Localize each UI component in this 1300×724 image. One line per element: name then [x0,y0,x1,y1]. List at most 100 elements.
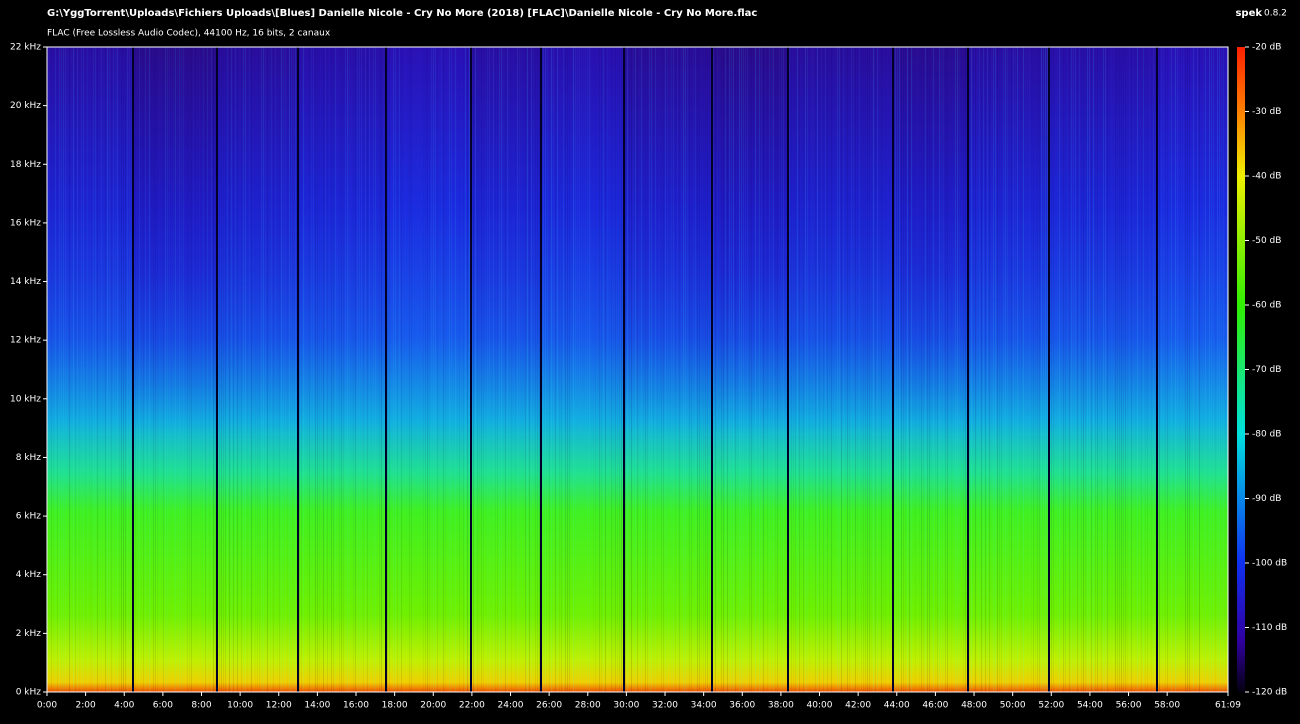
texture [1067,47,1068,692]
texture [393,47,394,692]
texture [951,47,952,692]
x-tick-label: 30:00 [613,701,639,711]
texture [651,47,652,692]
texture [81,47,82,692]
texture [971,47,972,692]
texture [141,47,142,692]
texture [387,47,388,692]
texture [1153,47,1154,692]
texture [1023,47,1024,692]
texture [1087,47,1088,692]
texture [501,47,502,692]
texture [1089,47,1090,692]
texture [1079,47,1080,692]
texture [957,47,958,692]
texture [97,47,98,692]
texture [989,47,990,692]
texture [1215,47,1216,692]
texture [87,47,88,692]
texture [709,47,710,692]
texture [511,47,512,692]
texture [345,47,346,692]
texture [985,47,986,692]
texture [227,47,228,692]
x-tick-label: 42:00 [845,701,871,711]
texture [1005,47,1006,692]
texture [763,47,764,692]
texture [725,47,726,692]
texture [1063,47,1064,692]
texture [467,47,468,692]
texture [965,47,966,692]
texture [859,47,860,692]
texture [869,47,870,692]
texture [1015,47,1016,692]
texture [301,47,302,692]
texture [453,47,454,692]
texture [1195,47,1196,692]
texture [911,47,912,692]
texture [671,47,672,692]
texture [225,47,226,692]
texture [135,47,136,692]
texture [1133,47,1134,692]
x-tick-label: 61:09 [1215,701,1241,711]
texture [386,47,471,692]
texture [589,47,590,692]
texture [649,47,650,692]
texture [379,47,380,692]
texture [525,47,526,692]
texture [309,47,310,692]
y-tick-label: 0 kHz [16,688,42,698]
texture [1125,47,1126,692]
texture [477,47,478,692]
colorbar-tick-label: -60 dB [1252,301,1281,311]
texture [915,47,916,692]
texture [803,47,804,692]
texture [1131,47,1132,692]
texture [471,47,541,692]
texture [939,47,940,692]
texture [909,47,910,692]
texture [1007,47,1008,692]
texture [427,47,428,692]
texture [615,47,616,692]
texture [779,47,780,692]
texture [621,47,622,692]
texture [59,47,60,692]
texture [619,47,620,692]
texture [423,47,424,692]
file-info-subtitle: FLAC (Free Lossless Audio Codec), 44100 … [47,29,331,39]
x-tick-label: 24:00 [498,701,524,711]
texture [935,47,936,692]
texture [807,47,808,692]
texture [1161,47,1162,692]
texture [761,47,762,692]
texture [1001,47,1002,692]
texture [349,47,350,692]
texture [968,47,1049,692]
texture [713,47,714,692]
texture [1031,47,1032,692]
texture [645,47,646,692]
texture [569,47,570,692]
x-tick-label: 28:00 [575,701,601,711]
texture [561,47,562,692]
track-gap [892,47,894,692]
texture [547,47,548,692]
x-tick-label: 56:00 [1116,701,1142,711]
texture [223,47,224,692]
texture [625,47,626,692]
texture [1175,47,1176,692]
x-tick-label: 8:00 [191,701,211,711]
texture [1199,47,1200,692]
x-tick-label: 0:00 [37,701,57,711]
texture [663,47,664,692]
texture [139,47,140,692]
texture [573,47,574,692]
texture [827,47,828,692]
texture [331,47,332,692]
texture [1155,47,1156,692]
